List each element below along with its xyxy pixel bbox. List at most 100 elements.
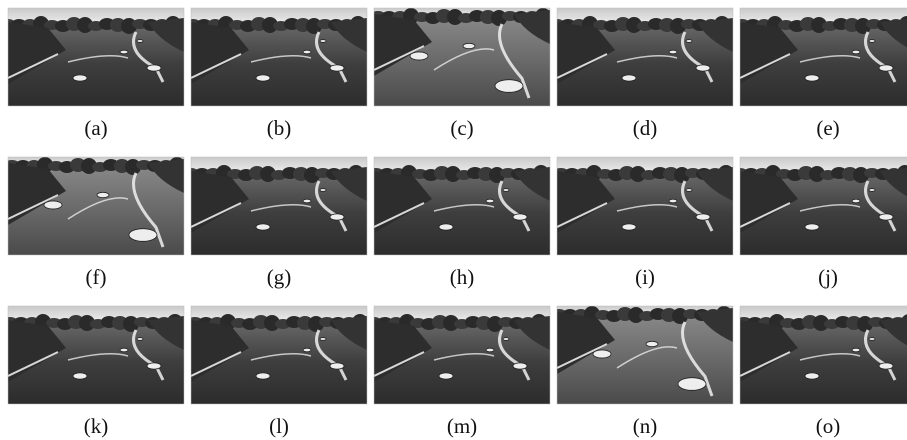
boat [463,43,475,48]
photo [370,8,551,106]
boat [503,338,509,341]
photo [185,8,367,106]
photo-content [549,8,733,106]
boat [129,229,157,242]
photo-content [2,306,184,404]
boat [439,373,453,379]
boat [73,75,87,81]
boat [805,373,819,379]
boat [869,40,875,43]
boat [147,65,161,71]
caption: (b) [267,116,292,140]
boat [330,214,344,220]
boat [805,75,819,81]
caption: (k) [84,414,109,438]
boat [669,199,677,203]
caption: (h) [450,265,475,289]
photo [183,157,367,255]
caption: (i) [635,265,655,289]
boat [137,338,143,341]
boat [330,65,344,71]
photo-content [551,306,733,404]
caption: (d) [633,116,658,140]
photo-content [187,306,368,404]
photo [549,8,733,106]
boat [410,52,428,60]
photo [553,157,734,255]
boat [256,75,270,81]
photo-content [553,157,734,255]
caption: (g) [267,265,292,289]
boat [869,189,875,192]
photo-content [368,157,550,255]
photo-content [183,157,367,255]
photo [736,306,907,404]
boat [879,214,893,220]
caption: (e) [816,116,839,140]
photo [366,306,550,404]
photo [187,306,368,404]
boat [513,214,527,220]
boat [44,201,62,209]
boat [879,363,893,369]
photo [2,306,184,404]
boat [678,378,706,391]
photo-content [732,157,907,255]
photo [0,8,184,106]
photo-content [366,306,550,404]
caption: (a) [84,116,107,140]
boat [120,50,128,54]
boat [256,373,270,379]
caption: (o) [816,414,841,438]
boat [495,80,523,93]
boat [303,199,311,203]
photo-content [4,157,185,255]
photo [734,8,907,106]
boat [622,224,636,230]
boat [320,338,326,341]
boat [303,50,311,54]
photo-content [736,306,907,404]
photo [551,306,733,404]
boat [879,65,893,71]
boat [137,40,143,43]
boat [852,199,860,203]
caption: (l) [269,414,289,438]
boat [147,363,161,369]
boat [256,224,270,230]
caption: (c) [450,116,473,140]
photo-content [370,8,551,106]
boat [805,224,819,230]
boat [696,65,710,71]
boat [330,363,344,369]
boat [852,50,860,54]
boat [320,40,326,43]
boat [486,348,494,352]
photo [368,157,550,255]
boat [852,348,860,352]
boat [97,192,109,197]
boat [320,189,326,192]
boat [439,224,453,230]
photo [4,157,185,255]
panel-grid [0,8,907,404]
photo-content [0,8,184,106]
boat [686,189,692,192]
photo-content [185,8,367,106]
figure: (a)(b)(c)(d)(e)(f)(g)(h)(i)(j)(k)(l)(m)(… [0,0,907,440]
boat [696,214,710,220]
photo [732,157,907,255]
boat [646,341,658,346]
photo-content [734,8,907,106]
boat [686,40,692,43]
caption: (f) [86,265,107,289]
boat [303,348,311,352]
boat [669,50,677,54]
boat [513,363,527,369]
caption: (n) [633,414,658,438]
boat [622,75,636,81]
boat [593,350,611,358]
boat [120,348,128,352]
caption: (j) [818,265,838,289]
boat [503,189,509,192]
